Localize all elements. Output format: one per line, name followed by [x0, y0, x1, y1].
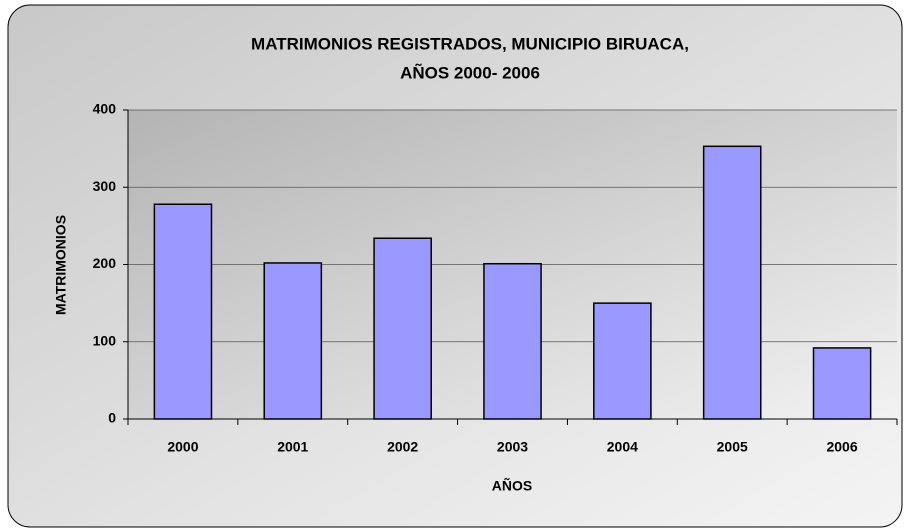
x-tick-label: 2002: [387, 439, 418, 455]
x-tick-label: 2006: [826, 439, 857, 455]
y-tick-label: 0: [108, 410, 116, 426]
x-axis-title: AÑOS: [492, 477, 532, 494]
y-tick-label: 100: [93, 332, 117, 348]
bar: [153, 203, 213, 420]
bar: [373, 237, 432, 420]
x-tick-label: 2003: [497, 439, 528, 455]
bar: [812, 347, 872, 420]
bar: [263, 262, 323, 420]
chart-title: AÑOS 2000- 2006: [400, 62, 540, 82]
bar: [702, 145, 762, 420]
x-tick-label: 2005: [717, 439, 748, 455]
bar: [483, 262, 542, 420]
bar: [593, 302, 652, 420]
y-axis-title: MATRIMONIOS: [53, 215, 69, 315]
x-tick-label: 2001: [277, 439, 308, 455]
chart-title: MATRIMONIOS REGISTRADOS, MUNICIPIO BIRUA…: [251, 34, 689, 53]
x-tick-label: 2004: [607, 439, 638, 455]
y-tick-label: 200: [93, 255, 117, 271]
x-tick-label: 2000: [167, 439, 198, 455]
y-tick-label: 300: [93, 178, 117, 194]
y-tick-label: 400: [93, 101, 117, 117]
